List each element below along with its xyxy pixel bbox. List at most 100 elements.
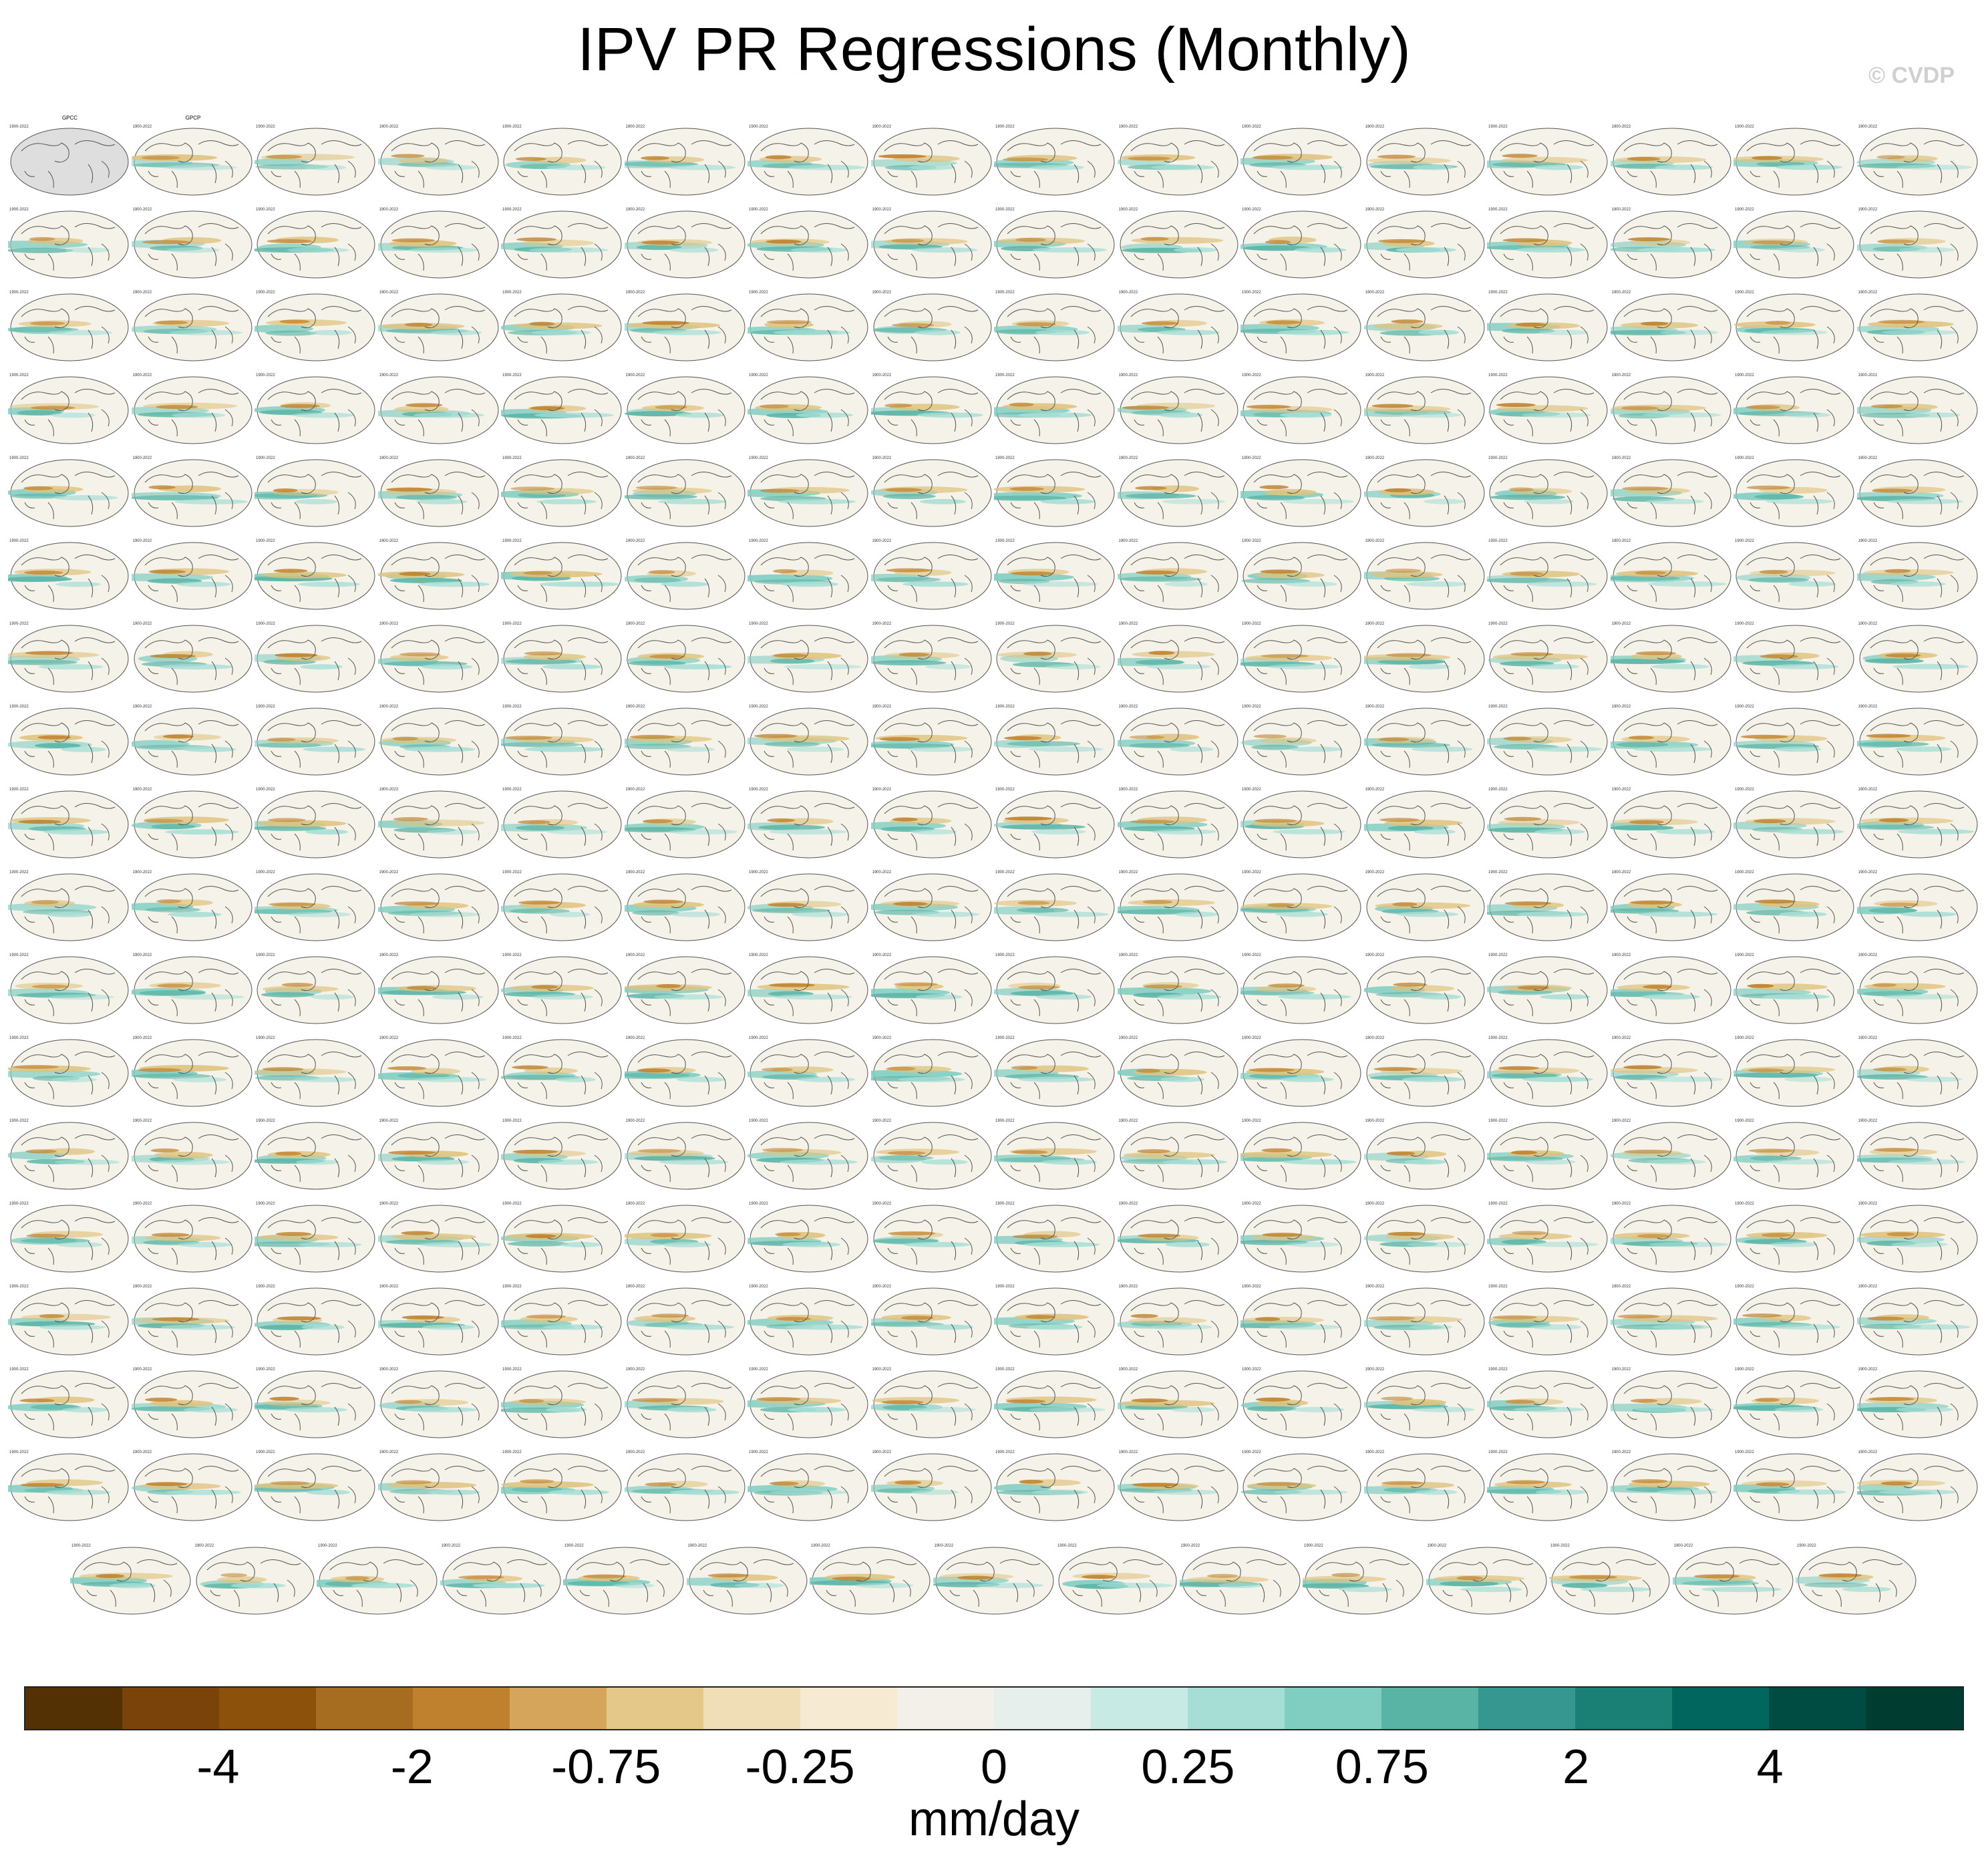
map-panel: 1900-2022: [1796, 1534, 1919, 1617]
panel-title: GPCC: [61, 115, 78, 121]
colorbar-swatch: [219, 1688, 316, 1729]
panel-year-range: 1900-2022: [502, 539, 522, 543]
global-map-icon: [1487, 1370, 1608, 1438]
global-map-icon: [1240, 873, 1361, 941]
map-panel: 1900-2022: [1856, 1109, 1981, 1192]
map-panel: 1900-2022: [1610, 529, 1734, 612]
colorbar-swatch: [1672, 1688, 1769, 1729]
panel-year-range: 1900-2022: [9, 622, 29, 626]
global-map-icon: [1610, 1039, 1731, 1107]
panel-year-range: 1900-2022: [379, 208, 399, 212]
global-map-icon: [255, 1370, 375, 1438]
panel-year-range: 1900-2022: [625, 1202, 645, 1206]
map-panel: 1900-2022: [624, 943, 748, 1026]
global-map-icon: [1240, 790, 1361, 859]
global-map-icon: [624, 542, 745, 610]
panel-year-range: 1900-2022: [1118, 622, 1138, 626]
map-panel: 1900-2022: [1240, 695, 1364, 778]
panel-year-range: 1900-2022: [1611, 622, 1631, 626]
panel-year-range: 1900-2022: [1365, 1368, 1385, 1372]
map-panel: 1900-2022: [1610, 778, 1734, 861]
global-map-icon: [377, 293, 498, 361]
global-map-icon: [8, 542, 129, 610]
map-panel: 1900-2022: [8, 1026, 132, 1109]
global-map-icon: [748, 708, 868, 776]
global-map-icon: [377, 376, 498, 444]
panel-year-range: 1900-2022: [1242, 539, 1261, 543]
map-panel: 1900-2022: [624, 1440, 748, 1523]
global-map-icon: [1240, 376, 1361, 444]
map-panel: 1900-2022: [8, 198, 132, 281]
map-panel: 1900-2022: [810, 1534, 933, 1617]
panel-year-range: 1900-2022: [379, 1285, 399, 1289]
map-panel: 1900-2022: [1856, 1358, 1981, 1440]
map-panel: 1900-2022: [377, 446, 502, 529]
panel-year-range: 1900-2022: [1735, 291, 1754, 295]
global-map-icon: [255, 1287, 375, 1356]
global-map-icon: [1117, 542, 1238, 610]
map-panel: 1900-2022: [1240, 612, 1364, 695]
map-panel: 1900-2022: [870, 363, 995, 446]
panel-year-range: 1900-2022: [502, 1450, 522, 1454]
panel-year-range: 1900-2022: [502, 1202, 522, 1206]
global-map-icon: [870, 873, 991, 941]
map-panel: 1900-2022: [1487, 695, 1611, 778]
panel-year-range: 1900-2022: [1611, 125, 1631, 129]
panel-year-range: 1900-2022: [625, 788, 645, 792]
panel-year-range: 1900-2022: [9, 373, 29, 377]
panel-year-range: 1900-2022: [1118, 373, 1138, 377]
global-map-icon: [8, 1039, 129, 1107]
global-map-icon: [1487, 790, 1608, 859]
map-panel: 1900-2022: [870, 1358, 995, 1440]
map-panel: 1900-2022: [1179, 1534, 1303, 1617]
map-panel: 1900-2022: [1733, 529, 1857, 612]
global-map-icon: [1796, 1547, 1917, 1615]
panel-year-range: 1900-2022: [132, 622, 152, 626]
panel-year-range: 1900-2022: [625, 208, 645, 212]
global-map-icon: [1733, 790, 1854, 859]
panel-year-range: 1900-2022: [502, 953, 522, 957]
map-panel: 1900-2022: [748, 1440, 871, 1523]
panel-year-range: 1900-2022: [1242, 705, 1261, 709]
panel-year-range: 1900-2022: [9, 1036, 29, 1040]
global-map-icon: [1366, 128, 1484, 196]
figure-title: IPV PR Regressions (Monthly): [577, 15, 1411, 84]
panel-year-range: 1900-2022: [1180, 1544, 1200, 1548]
map-panel: 1900-2022: [994, 446, 1118, 529]
map-panel: 1900-2022: [1117, 943, 1241, 1026]
global-map-icon: [1733, 376, 1854, 444]
global-map-icon: [377, 1205, 498, 1273]
panel-year-range: 1900-2022: [749, 1036, 768, 1040]
panel-year-range: 1900-2022: [1118, 1285, 1138, 1289]
global-map-icon: [748, 1205, 868, 1273]
panel-year-range: 1900-2022: [1735, 953, 1754, 957]
panel-year-range: 1900-2022: [132, 788, 152, 792]
map-panel: 1900-2022: [1240, 1440, 1364, 1523]
global-map-icon: [8, 1453, 129, 1521]
map-panel: 1900-2022: [1363, 1440, 1488, 1523]
map-panel: 1900-2022: [1303, 1534, 1426, 1617]
panel-year-range: 1900-2022: [71, 1544, 91, 1548]
panel-year-range: 1900-2022: [1735, 1202, 1754, 1206]
panel-year-range: 1900-2022: [256, 125, 275, 129]
map-panel: 1900-2022: [1240, 446, 1364, 529]
map-panel: 1900-2022: [1610, 1440, 1734, 1523]
map-panel: 1900-2022: [255, 943, 378, 1026]
map-panel: 1900-2022: [1856, 943, 1981, 1026]
global-map-icon: [624, 1039, 745, 1107]
map-panel: 1900-2022: [1610, 1192, 1734, 1275]
panel-year-range: 1900-2022: [379, 871, 399, 875]
global-map-icon: [1733, 210, 1854, 279]
panel-year-range: 1900-2022: [502, 622, 522, 626]
global-map-icon: [1363, 459, 1484, 527]
panel-year-range: 1900-2022: [1242, 1285, 1261, 1289]
panel-year-range: 1900-2022: [872, 291, 892, 295]
panel-year-range: 1900-2022: [379, 1119, 399, 1123]
global-map-icon: [501, 1122, 622, 1190]
global-map-icon: [1733, 1453, 1854, 1521]
global-map-icon: [1487, 1039, 1608, 1107]
panel-year-range: 1900-2022: [1611, 788, 1631, 792]
panel-year-range: 1900-2022: [995, 1119, 1015, 1123]
map-panel: 1900-2022: [1487, 115, 1611, 198]
panel-year-range: 1900-2022: [1365, 125, 1385, 129]
